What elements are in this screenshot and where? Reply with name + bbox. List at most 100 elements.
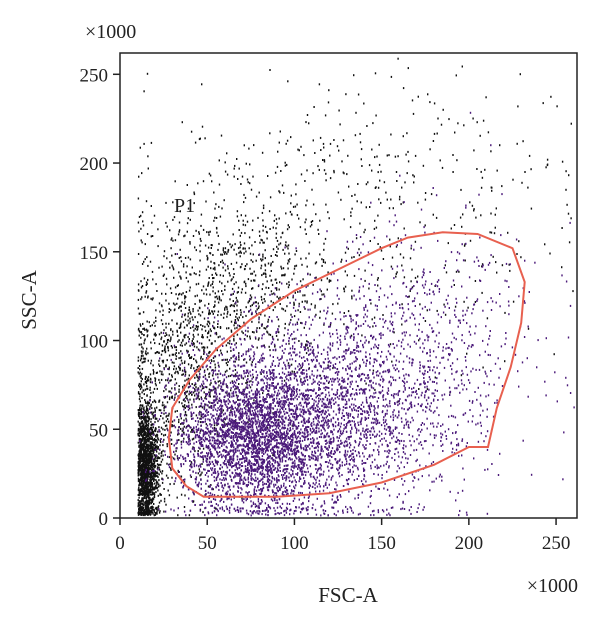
event-dot-gated: [289, 371, 291, 374]
event-dot-ungated: [212, 267, 215, 270]
event-dot-ungated: [522, 140, 524, 143]
event-dot-ungated: [161, 292, 163, 295]
event-dot-ungated: [147, 466, 150, 469]
event-dot-ungated: [172, 424, 174, 427]
event-dot-ungated: [235, 281, 237, 284]
event-dot-ungated: [310, 303, 313, 306]
event-dot-ungated: [208, 172, 211, 175]
event-dot-ungated: [360, 148, 363, 151]
event-dot-ungated: [249, 337, 251, 340]
event-dot-ungated: [139, 386, 141, 388]
event-dot-ungated: [138, 493, 141, 496]
event-dot-ungated: [184, 369, 186, 372]
event-dot-ungated: [330, 279, 332, 282]
event-dot-ungated: [314, 304, 316, 307]
event-dot-ungated: [139, 371, 141, 374]
event-dot-ungated: [320, 149, 322, 151]
event-dot-ungated: [179, 305, 182, 308]
event-dot-ungated: [234, 369, 237, 371]
event-dot-ungated: [220, 134, 223, 137]
event-dot-ungated: [180, 331, 182, 334]
event-dot-ungated: [199, 259, 201, 262]
event-dot-ungated: [149, 386, 151, 389]
event-dot-ungated: [143, 360, 145, 363]
event-dot-ungated: [210, 405, 213, 408]
event-dot-ungated: [147, 492, 150, 495]
event-dot-ungated: [189, 391, 192, 394]
event-dot-ungated: [282, 231, 284, 234]
event-dot-ungated: [186, 265, 188, 268]
event-dot-ungated: [212, 280, 214, 283]
event-dot-ungated: [142, 450, 145, 453]
event-dot-ungated: [235, 261, 238, 264]
event-dot-ungated: [154, 417, 157, 420]
event-dot-ungated: [167, 476, 169, 479]
event-dot-ungated: [156, 459, 158, 462]
event-dot-ungated: [337, 302, 339, 305]
event-dot-ungated: [175, 392, 177, 395]
event-dot-ungated: [275, 334, 278, 337]
event-dot-ungated: [372, 325, 374, 328]
event-dot-ungated: [142, 389, 145, 392]
event-dot-ungated: [184, 343, 186, 346]
event-dot-ungated: [147, 469, 149, 472]
event-dot-ungated: [154, 352, 157, 355]
event-dot-gated: [233, 428, 235, 431]
event-dot-ungated: [344, 251, 347, 254]
event-dot-ungated: [172, 268, 175, 271]
event-dot-ungated: [254, 274, 257, 277]
event-dot-ungated: [151, 449, 153, 452]
event-dot-ungated: [263, 241, 265, 244]
event-dot-ungated: [156, 433, 158, 436]
event-dot-ungated: [166, 333, 168, 336]
event-dot-ungated: [145, 463, 147, 466]
event-dot-ungated: [378, 143, 380, 146]
event-dot-ungated: [284, 309, 287, 312]
event-dot-ungated: [257, 307, 260, 310]
event-dot-ungated: [249, 163, 251, 166]
event-dot-ungated: [217, 415, 220, 418]
event-dot-ungated: [189, 398, 191, 401]
event-dot-ungated: [235, 296, 237, 299]
event-dot-ungated: [235, 387, 237, 390]
event-dot-ungated: [544, 243, 546, 246]
event-dot-ungated: [143, 260, 145, 263]
event-dot-ungated: [305, 218, 307, 221]
event-dot-ungated: [169, 229, 171, 232]
event-dot-ungated: [152, 506, 154, 509]
event-dot-ungated: [171, 476, 173, 479]
event-dot-ungated: [174, 239, 177, 242]
event-dot-ungated: [145, 431, 147, 434]
event-dot-ungated: [140, 484, 143, 487]
event-dot-gated: [270, 440, 272, 443]
event-dot-ungated: [211, 273, 213, 276]
event-dot-ungated: [490, 150, 492, 153]
event-dot-ungated: [391, 256, 394, 259]
event-dot-ungated: [372, 369, 375, 372]
event-dot-ungated: [395, 171, 398, 173]
event-dot-ungated: [261, 288, 263, 291]
event-dot-ungated: [142, 322, 144, 325]
event-dot-ungated: [274, 306, 276, 309]
event-dot-ungated: [355, 111, 357, 114]
event-dot-ungated: [148, 440, 150, 443]
event-dot-ungated: [277, 318, 280, 321]
event-dot-ungated: [146, 460, 149, 463]
event-dot-ungated: [191, 393, 193, 396]
event-dot-ungated: [197, 321, 199, 324]
event-dot-ungated: [194, 141, 197, 144]
event-dot-gated: [192, 453, 195, 456]
event-dot-ungated: [324, 114, 327, 117]
event-dot-gated: [188, 438, 190, 441]
event-dot-ungated: [141, 507, 143, 510]
event-dot-ungated: [154, 428, 156, 431]
event-dot-ungated: [152, 278, 154, 281]
event-dot-ungated: [142, 436, 144, 439]
event-dot-ungated: [232, 304, 234, 307]
event-dot-gated: [281, 443, 283, 446]
event-dot-ungated: [176, 457, 179, 460]
event-dot-ungated: [268, 345, 270, 348]
event-dot-ungated: [163, 273, 165, 276]
event-dot-ungated: [154, 324, 156, 327]
event-dot-ungated: [137, 454, 139, 457]
